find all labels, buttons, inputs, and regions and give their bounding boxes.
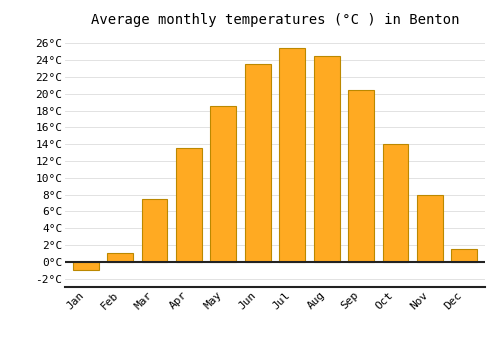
Bar bbox=[417, 195, 443, 262]
Bar bbox=[72, 262, 99, 270]
Bar bbox=[452, 249, 477, 262]
Bar bbox=[280, 48, 305, 262]
Bar bbox=[314, 56, 340, 262]
Bar bbox=[142, 199, 168, 262]
Bar bbox=[210, 106, 236, 262]
Title: Average monthly temperatures (°C ) in Benton: Average monthly temperatures (°C ) in Be… bbox=[91, 13, 459, 27]
Bar bbox=[245, 64, 270, 262]
Bar bbox=[382, 144, 408, 262]
Bar bbox=[348, 90, 374, 262]
Bar bbox=[176, 148, 202, 262]
Bar bbox=[107, 253, 133, 262]
